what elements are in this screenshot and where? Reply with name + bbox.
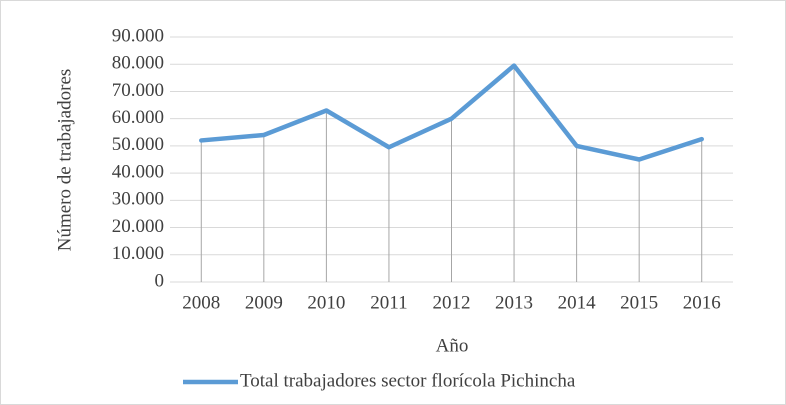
y-tick-label: 30.000 [112, 189, 164, 210]
y-tick-label: 40.000 [112, 161, 164, 182]
y-tick-label: 60.000 [112, 107, 164, 128]
x-tick-label: 2010 [307, 292, 345, 313]
y-tick-label: 80.000 [112, 53, 164, 74]
x-tick-label: 2009 [245, 292, 283, 313]
x-tick-label: 2011 [370, 292, 407, 313]
y-tick-label: 50.000 [112, 134, 164, 155]
y-tick-label: 20.000 [112, 216, 164, 237]
y-tick-label: 90.000 [112, 25, 164, 46]
series-line [199, 63, 704, 162]
y-tick-label: 0 [155, 270, 165, 291]
x-tick-label: 2016 [683, 292, 721, 313]
x-tick-label: 2012 [433, 292, 471, 313]
x-tick-label: 2008 [182, 292, 220, 313]
x-tick-label: 2015 [620, 292, 658, 313]
y-tick-label: 70.000 [112, 80, 164, 101]
y-axis-label: Número de trabajadores [54, 69, 75, 252]
legend-label: Total trabajadores sector florícola Pich… [240, 370, 576, 391]
y-tick-label: 10.000 [112, 243, 164, 264]
x-tick-label: 2013 [495, 292, 533, 313]
x-axis-label: Año [436, 335, 469, 356]
x-tick-label: 2014 [558, 292, 597, 313]
